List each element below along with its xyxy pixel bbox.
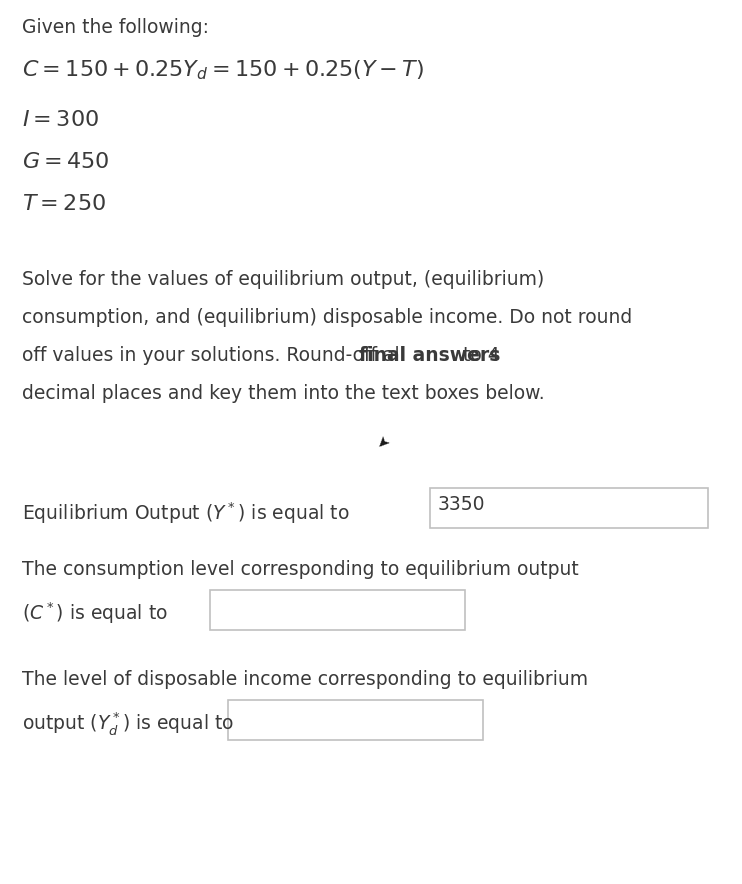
Text: consumption, and (equilibrium) disposable income. Do not round: consumption, and (equilibrium) disposabl…: [22, 308, 632, 327]
Text: Given the following:: Given the following:: [22, 18, 209, 37]
Text: final answers: final answers: [359, 346, 500, 365]
Text: output ($Y_d^*$) is equal to: output ($Y_d^*$) is equal to: [22, 710, 234, 737]
Text: 3350: 3350: [438, 495, 485, 514]
Text: $G = 450$: $G = 450$: [22, 152, 110, 172]
Text: $C = 150 + 0.25Y_d = 150 + 0.25(Y - T)$: $C = 150 + 0.25Y_d = 150 + 0.25(Y - T)$: [22, 58, 424, 81]
Text: The consumption level corresponding to equilibrium output: The consumption level corresponding to e…: [22, 560, 579, 579]
Text: The level of disposable income corresponding to equilibrium: The level of disposable income correspon…: [22, 670, 588, 689]
Text: Equilibrium Output ($Y^*$) is equal to: Equilibrium Output ($Y^*$) is equal to: [22, 500, 349, 525]
Text: ($C^*$) is equal to: ($C^*$) is equal to: [22, 600, 168, 626]
FancyBboxPatch shape: [228, 700, 483, 740]
FancyBboxPatch shape: [430, 488, 708, 528]
FancyBboxPatch shape: [210, 590, 465, 630]
Text: off values in your solutions. Round-off all: off values in your solutions. Round-off …: [22, 346, 411, 365]
Text: Solve for the values of equilibrium output, (equilibrium): Solve for the values of equilibrium outp…: [22, 270, 544, 289]
Text: to 4: to 4: [457, 346, 500, 365]
Text: decimal places and key them into the text boxes below.: decimal places and key them into the tex…: [22, 384, 545, 403]
Text: $I = 300$: $I = 300$: [22, 110, 99, 130]
Text: $T = 250$: $T = 250$: [22, 194, 106, 214]
Text: ➤: ➤: [370, 432, 390, 452]
